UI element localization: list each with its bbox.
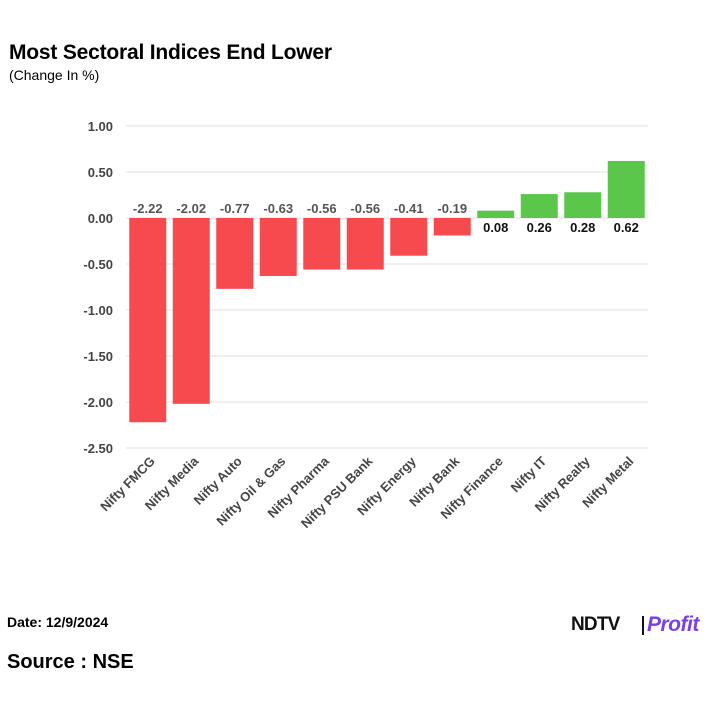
- logo-divider: [642, 616, 644, 635]
- data-label: -0.56: [307, 201, 337, 216]
- bar: [303, 218, 341, 270]
- data-label: -0.56: [350, 201, 380, 216]
- data-label: -0.19: [437, 201, 467, 216]
- data-label: -0.63: [263, 201, 293, 216]
- x-tick-label: Nifty IT: [508, 453, 550, 495]
- ndtv-profit-logo: NDTV Profit: [571, 613, 716, 638]
- y-tick-label: -0.50: [83, 257, 113, 272]
- data-label: -0.77: [220, 201, 250, 216]
- data-label: 0.62: [614, 220, 639, 235]
- data-label: -2.22: [133, 201, 163, 216]
- bar: [433, 218, 471, 236]
- data-label: 0.26: [527, 220, 552, 235]
- bar: [129, 218, 167, 423]
- logo-profit-text: Profit: [647, 613, 699, 636]
- chart-subtitle: (Change In %): [9, 67, 100, 83]
- y-tick-label: -2.00: [83, 395, 113, 410]
- data-label: 0.08: [483, 220, 508, 235]
- bar: [259, 218, 297, 276]
- source-label: Source : NSE: [7, 651, 134, 673]
- y-tick-label: -1.00: [83, 303, 113, 318]
- date-label: Date: 12/9/2024: [7, 614, 109, 630]
- logo-ndtv-text: NDTV: [571, 614, 620, 635]
- bar-chart: 1.00 0.50 0.00 -0.50 -1.00 -1.50 -2.00 -2.50 -2.…: [83, 119, 648, 531]
- bar: [346, 218, 384, 270]
- bar: [564, 192, 602, 218]
- y-tick-label: 0.50: [88, 165, 113, 180]
- data-label: -0.41: [394, 201, 424, 216]
- data-label: -2.02: [176, 201, 206, 216]
- bar: [216, 218, 254, 289]
- bar: [477, 210, 515, 218]
- bar: [172, 218, 210, 404]
- y-tick-label: -2.50: [83, 441, 113, 456]
- y-tick-label: 1.00: [88, 119, 113, 134]
- y-tick-label: -1.50: [83, 349, 113, 364]
- data-label: 0.28: [570, 220, 595, 235]
- y-tick-label: 0.00: [88, 211, 113, 226]
- bar: [520, 194, 558, 218]
- bar: [607, 160, 645, 218]
- chart-title: Most Sectoral Indices End Lower: [9, 41, 332, 64]
- bar: [390, 218, 428, 256]
